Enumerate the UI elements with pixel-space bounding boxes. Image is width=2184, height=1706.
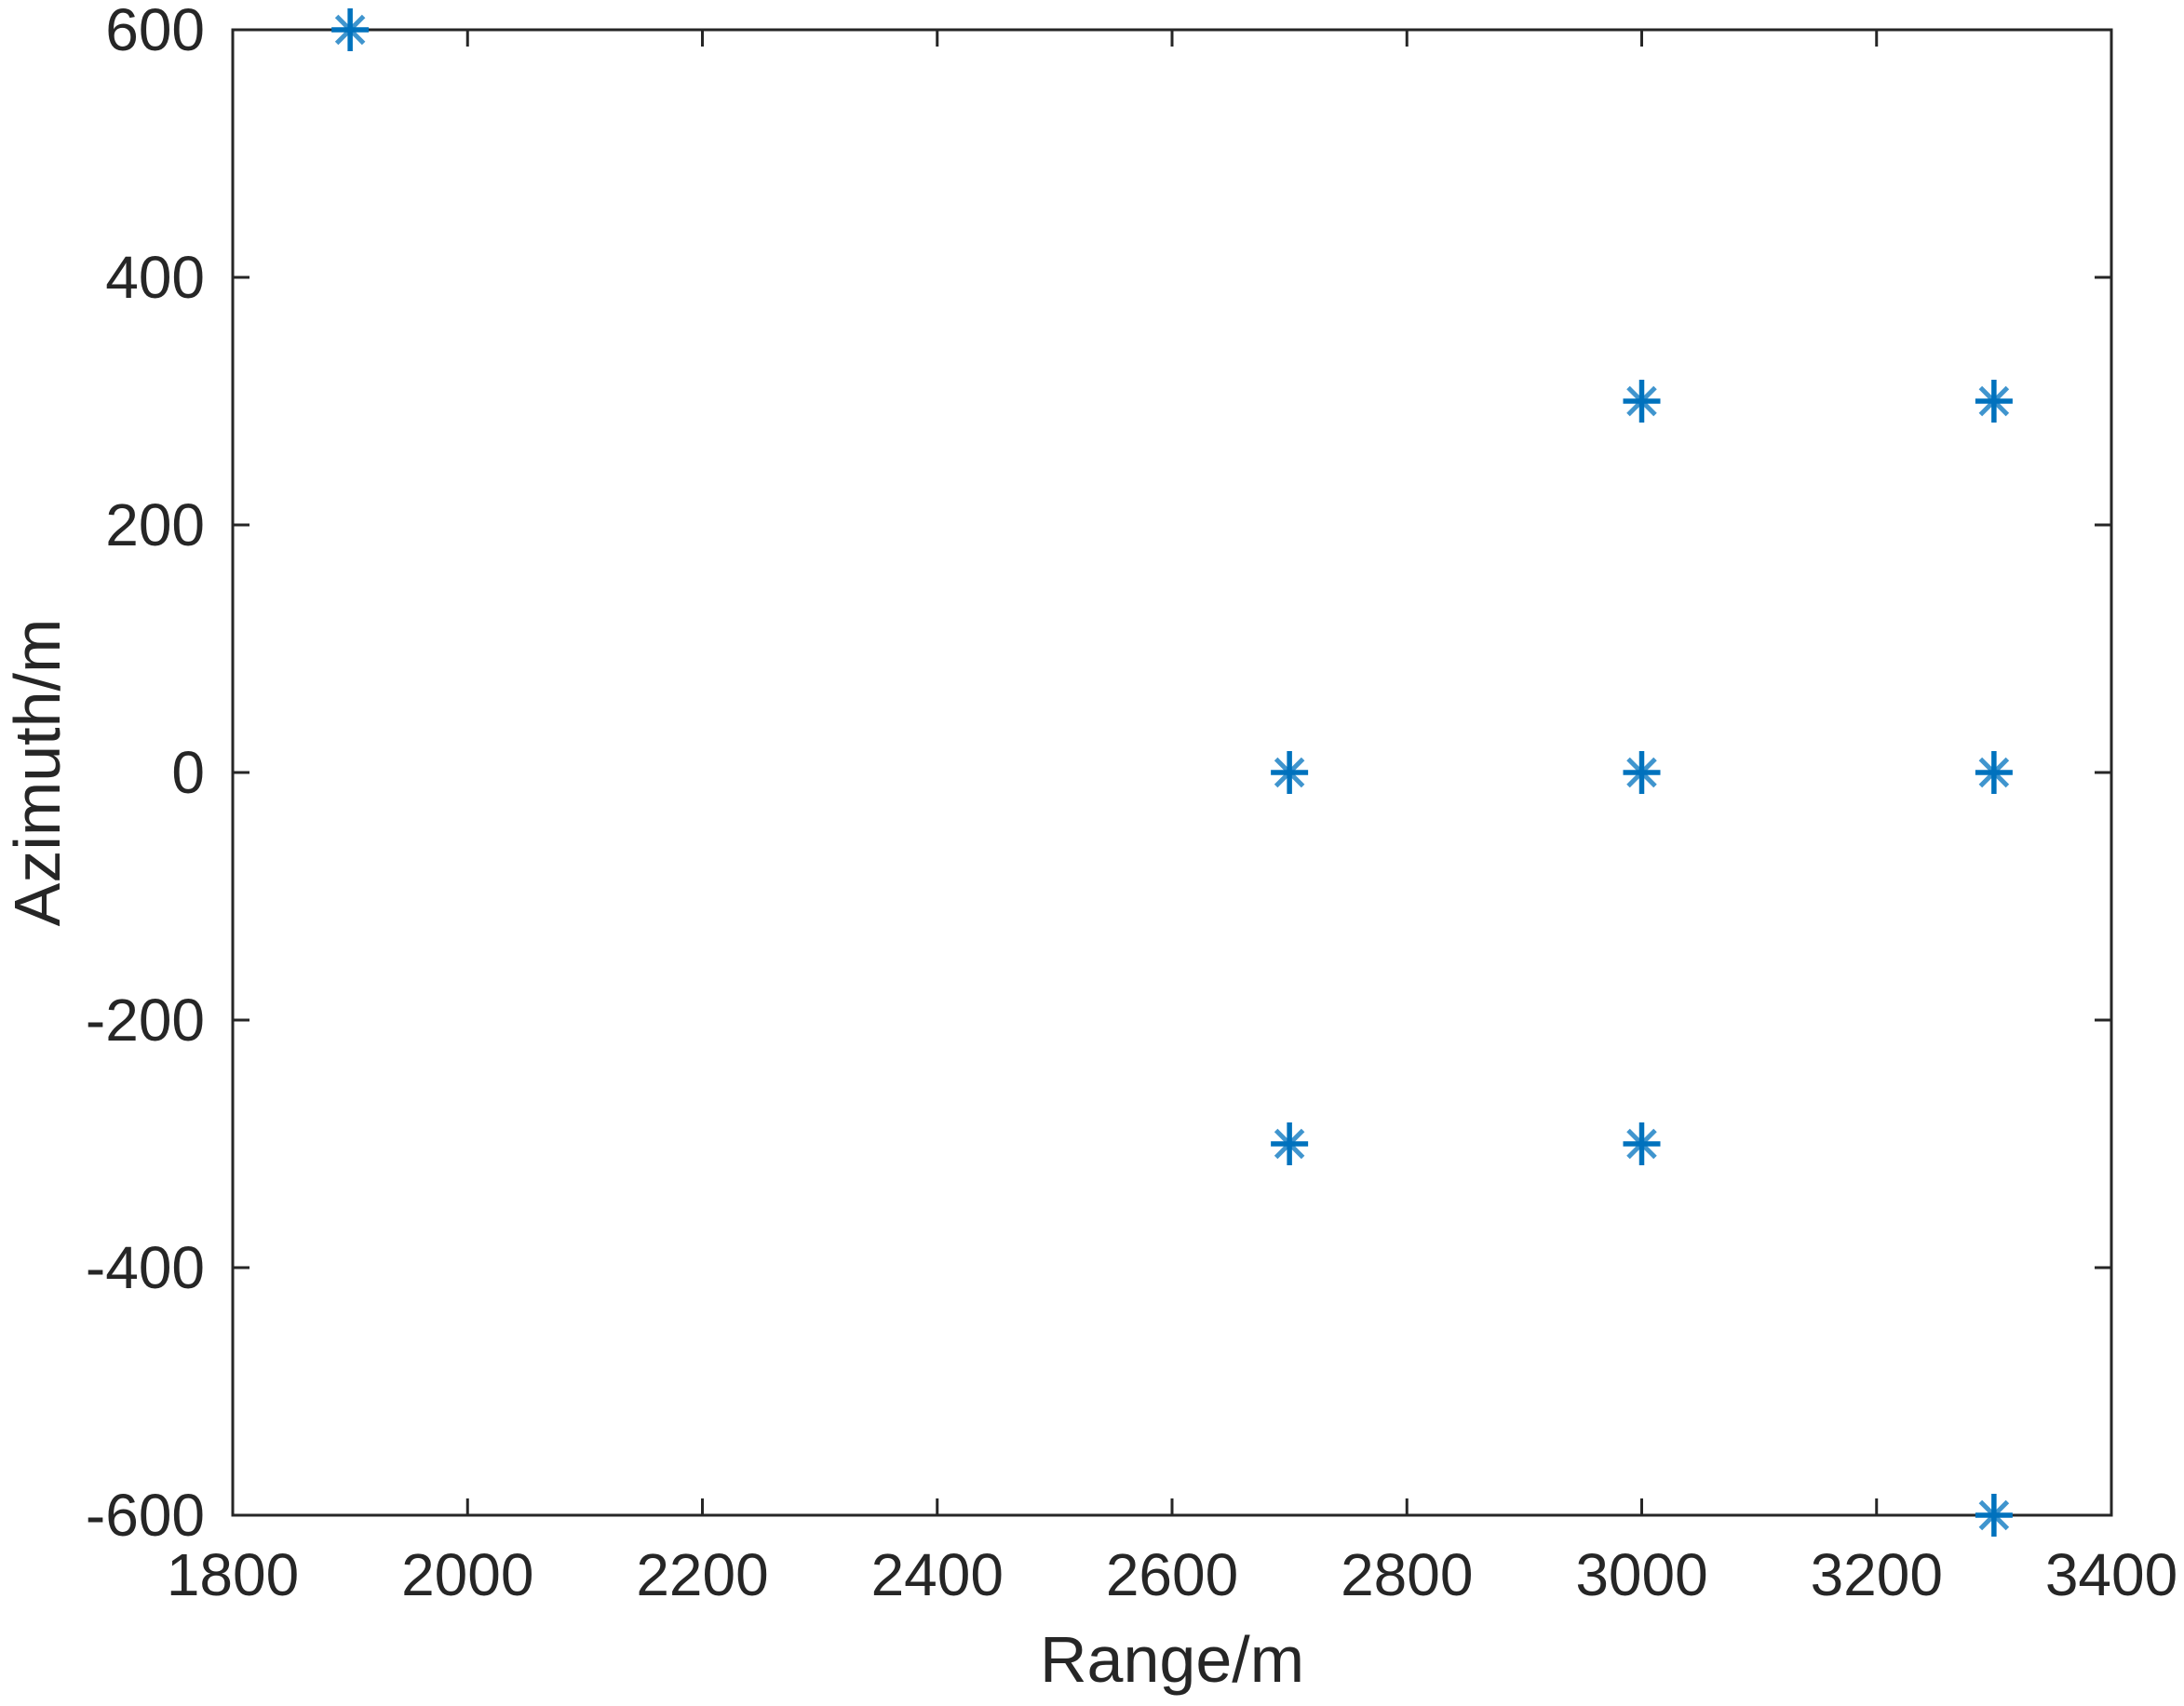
marker-stroke-d2 (1626, 1128, 1657, 1160)
y-tick-label: -200 (85, 987, 205, 1054)
axes-box (231, 28, 2113, 1517)
marker-stroke-d2 (1626, 385, 1657, 417)
x-tick-label: 2400 (870, 1541, 1004, 1608)
y-axis-label: Azimuth/m (1, 618, 74, 927)
data-point-marker (1975, 1494, 2013, 1537)
y-tick-label: 600 (105, 0, 205, 63)
data-point-marker (1975, 751, 2013, 794)
x-tick-label: 2800 (1341, 1541, 1474, 1608)
data-point-marker (1975, 380, 2013, 423)
x-tick-label: 3000 (1575, 1541, 1708, 1608)
marker-stroke-d2 (1274, 757, 1305, 788)
y-tick-label: 0 (171, 739, 205, 806)
data-point-marker (1623, 1122, 1661, 1165)
x-tick-label: 2200 (636, 1541, 769, 1608)
x-tick-label: 1800 (166, 1541, 300, 1608)
marker-stroke-d2 (1978, 385, 2010, 417)
data-point-marker (1271, 1122, 1309, 1165)
y-tick-label: 400 (105, 244, 205, 311)
marker-stroke-d2 (1978, 1499, 2010, 1531)
marker-stroke-d2 (1274, 1128, 1305, 1160)
x-axis-label: Range/m (1039, 1623, 1305, 1696)
data-point-marker (331, 8, 370, 51)
data-point-marker (1271, 751, 1309, 794)
x-tick-label: 3200 (1810, 1541, 1943, 1608)
marker-stroke-d2 (1978, 757, 2010, 788)
x-tick-label: 2000 (401, 1541, 534, 1608)
y-tick-label: -400 (85, 1234, 205, 1301)
data-point-marker (1623, 751, 1661, 794)
marker-stroke-d2 (1626, 757, 1657, 788)
y-tick-label: 200 (105, 491, 205, 558)
y-tick-label: -600 (85, 1482, 205, 1549)
x-tick-label: 2600 (1105, 1541, 1239, 1608)
marker-stroke-d2 (334, 14, 366, 46)
x-tick-label: 3400 (2044, 1541, 2178, 1608)
data-point-marker (1623, 380, 1661, 423)
